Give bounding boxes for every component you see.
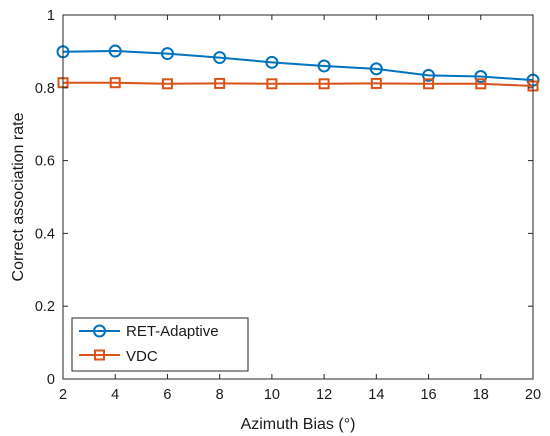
y-tick-label: 0.2 (35, 299, 55, 315)
x-tick-label: 14 (368, 387, 384, 403)
legend-marker-vdc (94, 349, 105, 361)
y-tick-label: 0.4 (35, 226, 55, 242)
data-point-vdc (475, 78, 487, 90)
plot-frame (62, 14, 534, 380)
x-axis: 2 4 6 8 10 12 14 16 18 20 (59, 15, 541, 403)
data-point-vdc (214, 77, 226, 89)
y-tick-label: 0.8 (35, 81, 55, 97)
data-point-ret-adaptive (108, 44, 122, 58)
legend-label-ret-adaptive: RET-Adaptive (126, 323, 219, 340)
x-tick-label: 2 (59, 387, 67, 403)
y-tick-label: 0 (47, 372, 55, 388)
x-tick-label: 16 (420, 387, 436, 403)
data-point-ret-adaptive (213, 51, 227, 65)
data-point-vdc (109, 77, 121, 89)
data-point-ret-adaptive (160, 47, 174, 61)
legend-marker-ret-adaptive (93, 324, 106, 338)
y-axis-label: Correct association rate (10, 112, 27, 281)
data-point-vdc (161, 78, 173, 90)
data-point-ret-adaptive (369, 62, 383, 76)
x-tick-label: 10 (264, 387, 280, 403)
x-tick-label: 12 (316, 387, 332, 403)
x-tick-label: 8 (216, 387, 224, 403)
data-point-vdc (266, 78, 278, 90)
data-point-vdc (423, 78, 435, 90)
data-point-ret-adaptive (317, 59, 331, 73)
y-tick-label: 1 (47, 8, 55, 24)
series-line-ret-adaptive (62, 50, 534, 82)
legend: RET-Adaptive VDC (71, 317, 249, 372)
x-tick-label: 18 (473, 387, 489, 403)
data-point-ret-adaptive (474, 70, 488, 84)
y-tick-label: 0.6 (35, 154, 55, 170)
data-point-vdc (370, 77, 382, 89)
x-axis-label: Azimuth Bias (°) (241, 416, 356, 433)
x-tick-label: 4 (111, 387, 119, 403)
x-tick-label: 20 (525, 387, 541, 403)
data-point-ret-adaptive (422, 68, 436, 82)
data-point-ret-adaptive (265, 55, 279, 69)
legend-label-vdc: VDC (126, 348, 158, 365)
series-line-vdc (63, 81, 534, 87)
data-point-vdc (318, 78, 330, 90)
x-tick-label: 6 (163, 387, 171, 403)
series-layer (56, 44, 540, 92)
y-axis: 0 0.2 0.4 0.6 0.8 1 (35, 8, 533, 388)
